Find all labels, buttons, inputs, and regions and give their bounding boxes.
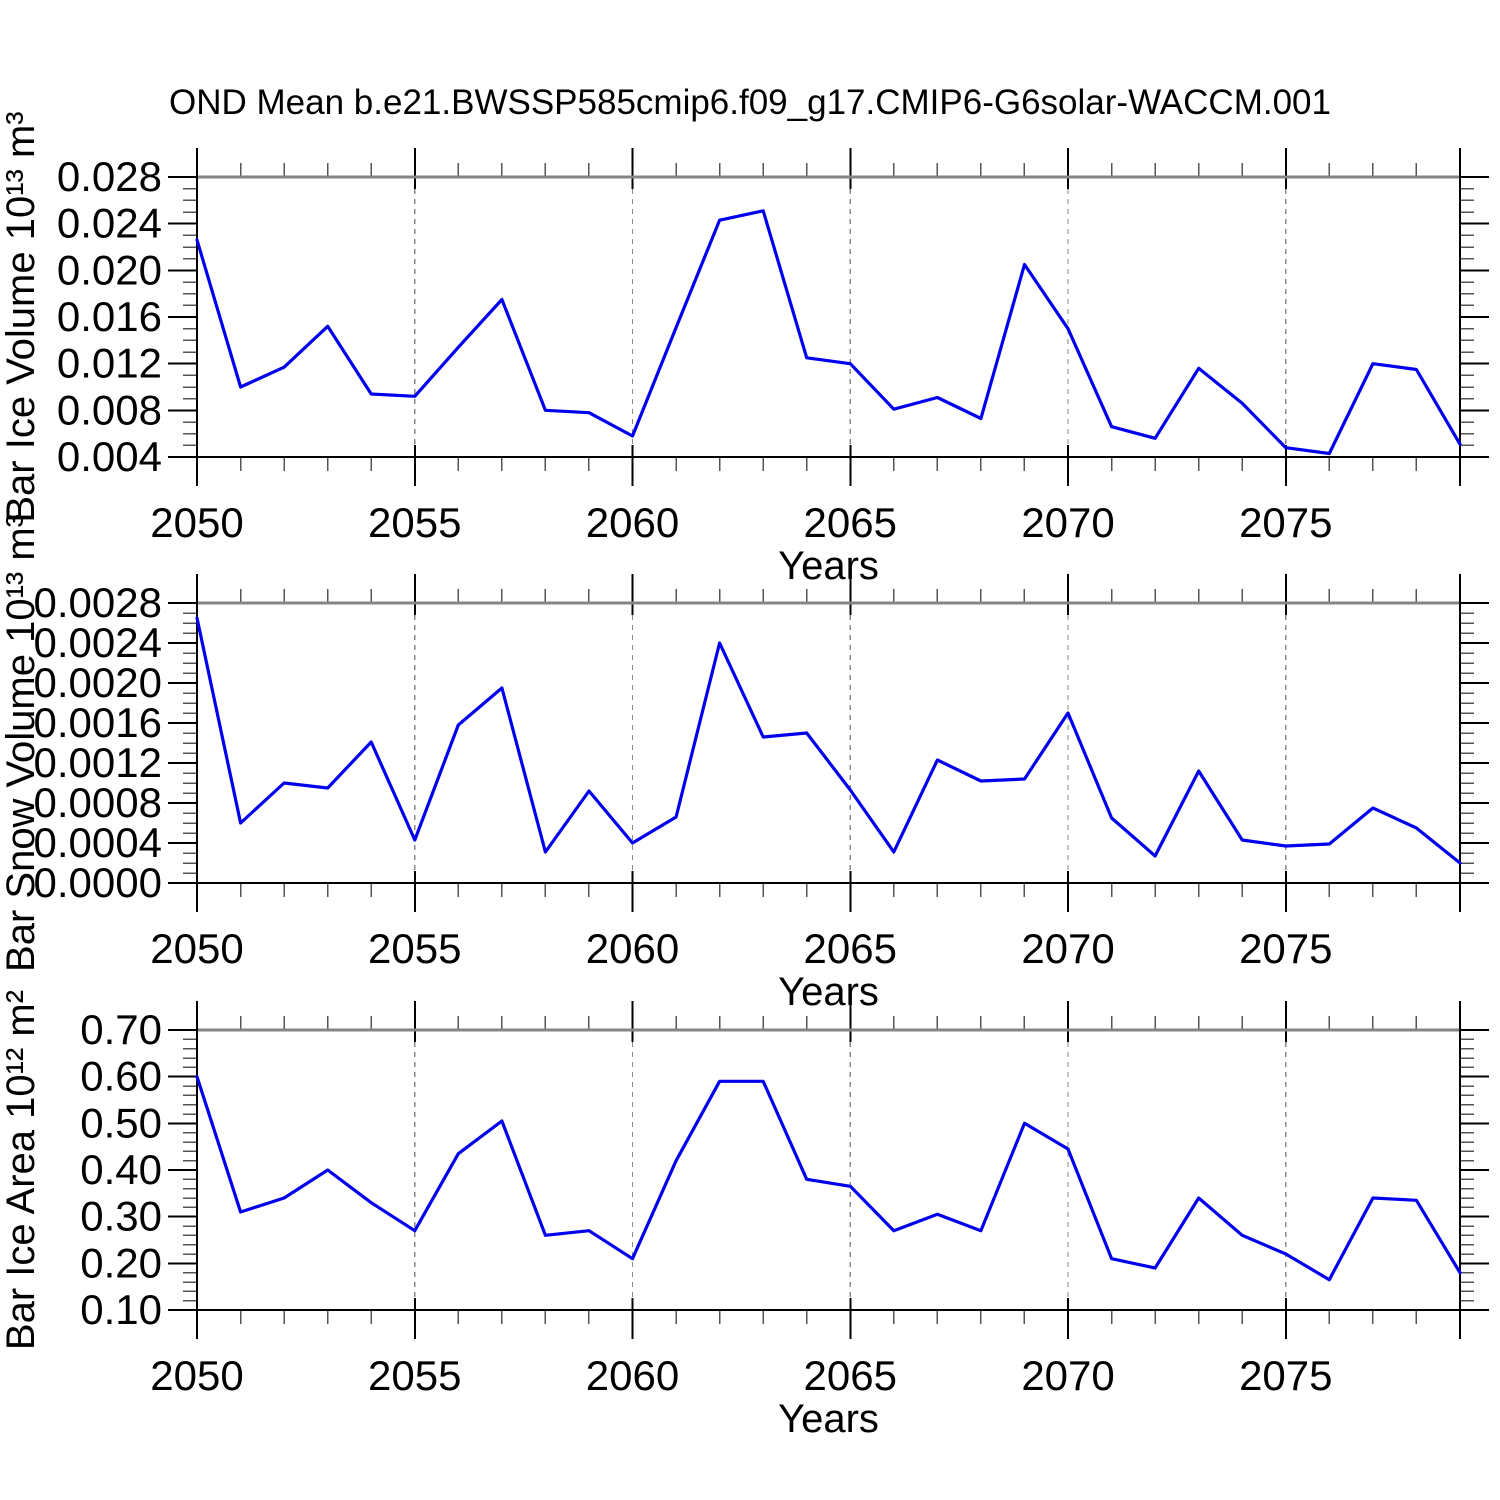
x-tick-label: 2070 bbox=[1021, 925, 1114, 972]
y-tick-label: 0.30 bbox=[80, 1193, 162, 1240]
y-tick-label: 0.008 bbox=[57, 386, 162, 433]
y-tick-label: 0.0024 bbox=[34, 619, 162, 666]
x-tick-label: 2055 bbox=[368, 925, 461, 972]
series-line bbox=[195, 1075, 1462, 1282]
x-tick-label: 2055 bbox=[368, 1352, 461, 1399]
x-axis-title: Years bbox=[778, 544, 879, 588]
y-axis-title: Bar Ice Area 10¹² m² bbox=[0, 990, 43, 1350]
x-tick-label: 2065 bbox=[804, 925, 897, 972]
x-tick-label: 2055 bbox=[368, 499, 461, 546]
x-axis-title: Years bbox=[778, 970, 879, 1014]
y-axis-title: Bar Snow Volume 10¹³ m³ bbox=[0, 514, 43, 972]
y-tick-label: 0.028 bbox=[57, 153, 162, 200]
x-tick-label: 2050 bbox=[150, 499, 243, 546]
y-tick-label: 0.0028 bbox=[34, 579, 162, 626]
y-tick-label: 0.016 bbox=[57, 293, 162, 340]
x-tick-label: 2070 bbox=[1021, 499, 1114, 546]
x-tick-label: 2075 bbox=[1239, 925, 1332, 972]
y-tick-label: 0.0008 bbox=[34, 779, 162, 826]
page-title: OND Mean b.e21.BWSSP585cmip6.f09_g17.CMI… bbox=[169, 83, 1331, 122]
y-axis-title: Bar Ice Volume 10¹³ m³ bbox=[0, 111, 43, 522]
y-tick-label: 0.0004 bbox=[34, 819, 162, 866]
x-tick-label: 2070 bbox=[1021, 1352, 1114, 1399]
y-tick-label: 0.40 bbox=[80, 1146, 162, 1193]
x-tick-label: 2060 bbox=[586, 499, 679, 546]
y-tick-label: 0.0012 bbox=[34, 739, 162, 786]
y-tick-label: 0.20 bbox=[80, 1239, 162, 1286]
series-line bbox=[195, 209, 1462, 456]
y-tick-label: 0.0016 bbox=[34, 699, 162, 746]
x-tick-label: 2050 bbox=[150, 925, 243, 972]
y-tick-label: 0.0020 bbox=[34, 659, 162, 706]
series-line bbox=[195, 616, 1462, 865]
ice-area-chart: 0.100.200.300.400.500.600.70 2050 2055 2060… bbox=[0, 990, 1489, 1441]
y-tick-label: 0.0000 bbox=[34, 859, 162, 906]
x-axis-title: Years bbox=[778, 1397, 879, 1441]
y-tick-label: 0.004 bbox=[57, 433, 162, 480]
y-tick-label: 0.10 bbox=[80, 1286, 162, 1333]
y-tick-label: 0.50 bbox=[80, 1099, 162, 1146]
snow-volume-chart: 0.00000.00040.00080.00120.00160.00200.00… bbox=[0, 514, 1489, 1014]
x-tick-label: 2065 bbox=[804, 499, 897, 546]
x-tick-label: 2060 bbox=[586, 925, 679, 972]
x-tick-label: 2065 bbox=[804, 1352, 897, 1399]
y-tick-label: 0.60 bbox=[80, 1053, 162, 1100]
y-tick-label: 0.024 bbox=[57, 200, 162, 247]
y-tick-label: 0.012 bbox=[57, 340, 162, 387]
x-tick-label: 2075 bbox=[1239, 499, 1332, 546]
x-tick-label: 2075 bbox=[1239, 1352, 1332, 1399]
y-tick-label: 0.70 bbox=[80, 1006, 162, 1053]
y-tick-label: 0.020 bbox=[57, 246, 162, 293]
x-tick-label: 2060 bbox=[586, 1352, 679, 1399]
x-tick-label: 2050 bbox=[150, 1352, 243, 1399]
